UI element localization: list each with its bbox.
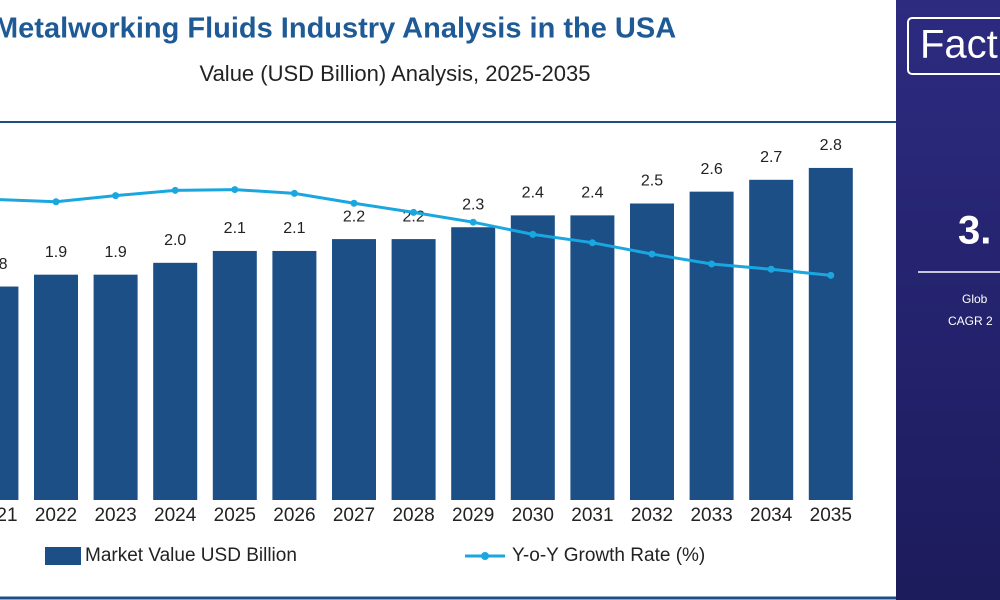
data-label: 2.8: [820, 137, 842, 154]
bar: [332, 239, 376, 500]
data-label: 2.5: [641, 173, 663, 190]
panel-cagr: CAGR 2: [948, 314, 993, 328]
x-tick-label: 2032: [631, 505, 673, 526]
bar: [272, 250, 317, 500]
data-label: 2.2: [343, 208, 365, 225]
data-label: 1.8: [0, 256, 8, 273]
logo: Fact: [920, 23, 998, 67]
bar: [0, 286, 19, 500]
data-label: 1.9: [45, 244, 67, 261]
bar: [630, 203, 674, 500]
x-tick-label: 2023: [94, 505, 136, 526]
growth-point: [529, 230, 537, 238]
bar: [808, 167, 853, 500]
data-label: 2.6: [700, 161, 722, 178]
cagr-value: 3.: [958, 209, 991, 253]
data-label: 2.0: [164, 232, 186, 249]
data-label: 2.4: [581, 185, 603, 202]
growth-point: [52, 198, 60, 206]
x-tick-label: 2030: [512, 505, 554, 526]
bar: [391, 239, 436, 500]
bar: [93, 274, 138, 500]
chart-subtitle: Value (USD Billion) Analysis, 2025-2035: [200, 61, 591, 86]
growth-point: [648, 250, 656, 258]
growth-point: [588, 239, 596, 247]
chart-background: [0, 0, 896, 600]
growth-point: [290, 189, 298, 197]
bar: [451, 227, 496, 500]
bar: [510, 215, 555, 500]
growth-point: [410, 208, 418, 216]
growth-point: [708, 260, 716, 268]
bar: [570, 215, 615, 500]
x-tick-label: 2035: [810, 505, 852, 526]
growth-point: [469, 218, 477, 226]
bar: [689, 191, 734, 500]
growth-point: [231, 186, 239, 194]
x-tick-label: 2033: [690, 505, 732, 526]
chart-title: Metalworking Fluids Industry Analysis in…: [0, 13, 676, 45]
legend-point: [481, 552, 489, 560]
growth-point: [171, 186, 179, 194]
growth-point: [767, 265, 775, 273]
data-label: 1.9: [104, 244, 126, 261]
data-label: 2.3: [462, 196, 484, 213]
bar: [749, 179, 794, 500]
legend-swatch: [45, 547, 81, 565]
panel-label: Glob: [962, 292, 988, 306]
x-tick-label: 2034: [750, 505, 793, 526]
side-panel: [896, 0, 1000, 600]
x-tick-label: 2025: [214, 505, 256, 526]
x-tick-label: 2021: [0, 505, 18, 526]
x-tick-label: 2024: [154, 505, 197, 526]
bar: [34, 274, 78, 500]
legend-label: Market Value USD Billion: [85, 545, 297, 566]
bar: [212, 250, 257, 500]
legend-label: Y-o-Y Growth Rate (%): [512, 545, 705, 566]
x-tick-label: 2022: [35, 505, 77, 526]
x-tick-label: 2026: [273, 505, 315, 526]
growth-point: [350, 199, 358, 207]
logo-box: [907, 17, 1000, 75]
data-label: 2.1: [283, 220, 305, 237]
data-label: 2.7: [760, 149, 782, 166]
bar: [153, 262, 198, 500]
data-label: 2.4: [522, 185, 544, 202]
growth-point: [112, 192, 120, 200]
x-tick-label: 2031: [571, 505, 613, 526]
x-tick-label: 2029: [452, 505, 494, 526]
x-tick-label: 2028: [392, 505, 434, 526]
x-tick-label: 2027: [333, 505, 375, 526]
growth-point: [827, 271, 835, 279]
data-label: 2.1: [224, 220, 246, 237]
